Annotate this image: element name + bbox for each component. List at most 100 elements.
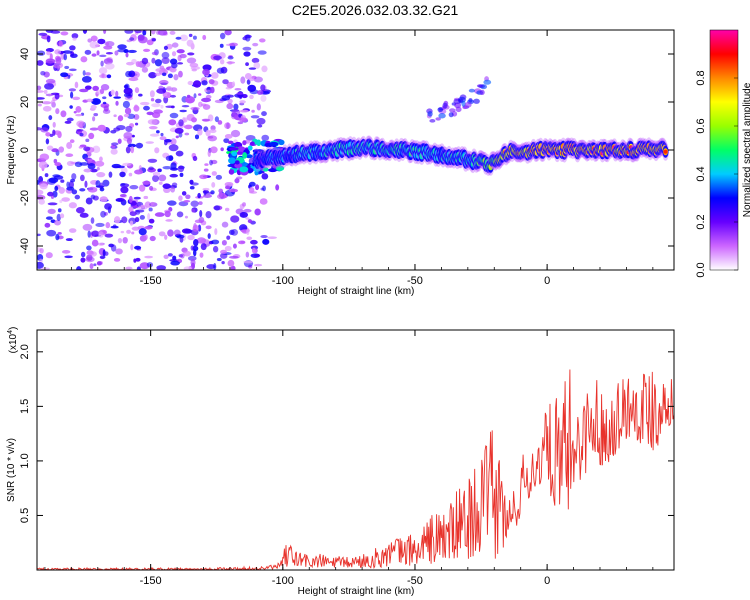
spectrogram-noise-blob bbox=[38, 161, 48, 169]
spectrogram-noise-blob bbox=[80, 251, 86, 258]
spectrogram-noise-blob bbox=[227, 98, 233, 104]
spectrogram-noise-blob bbox=[148, 218, 155, 224]
spectrogram-transition-blob bbox=[245, 154, 253, 159]
spectrogram-noise-blob bbox=[143, 105, 150, 111]
spectrogram-transition-blob bbox=[235, 151, 245, 155]
spectrogram-noise-blob bbox=[229, 42, 238, 47]
spectrogram-noise-blob bbox=[122, 162, 132, 167]
spectrogram-noise-blob bbox=[125, 266, 133, 270]
spectrogram-noise-blob bbox=[248, 181, 256, 187]
spectrogram-noise-blob bbox=[116, 165, 125, 169]
spectrogram-noise-blob bbox=[100, 60, 104, 67]
spectrogram-noise-blob bbox=[210, 72, 219, 79]
spectrogram-noise-blob bbox=[76, 120, 86, 128]
spectrogram-noise-blob bbox=[228, 255, 239, 259]
spectrogram-noise-blob bbox=[66, 117, 74, 122]
spectrogram-noise-blob bbox=[143, 48, 151, 52]
colorbar-tick-label: 0.4 bbox=[695, 166, 707, 181]
spectrogram-noise-blob bbox=[92, 145, 101, 154]
spectrogram-noise-blob bbox=[103, 45, 113, 50]
spectrogram-noise-blob bbox=[251, 57, 260, 63]
spectrogram-noise-blob bbox=[192, 35, 197, 40]
spectrogram-noise-blob bbox=[275, 184, 280, 191]
spectrogram-noise-blob bbox=[199, 174, 208, 180]
colorbar-label: Normalized spectral amplitude bbox=[742, 82, 750, 217]
spectrogram-noise-blob bbox=[51, 148, 59, 153]
spectrogram-noise-blob bbox=[163, 254, 169, 259]
spectrogram-branch-blob bbox=[429, 119, 436, 123]
spectrogram-noise-blob bbox=[69, 91, 74, 99]
spectrogram-noise-blob bbox=[190, 200, 199, 207]
spectrogram-noise-blob bbox=[207, 135, 218, 142]
spectrogram-noise-blob bbox=[90, 168, 98, 173]
spectrogram-noise-blob bbox=[49, 133, 54, 138]
snr-x-axis-label: Height of straight line (km) bbox=[298, 586, 415, 597]
spectrogram-noise-blob bbox=[196, 237, 206, 244]
spectrogram-noise-blob bbox=[184, 132, 190, 136]
snr-scale-exponent: 4 bbox=[7, 330, 14, 334]
colorbar-tick-label: 0.8 bbox=[695, 70, 707, 85]
spectrogram-noise-blob bbox=[79, 188, 86, 192]
spectrogram-noise-blob bbox=[221, 95, 231, 101]
spectrogram-noise-blob bbox=[137, 34, 145, 42]
spectrogram-noise-blob bbox=[129, 220, 134, 226]
spectrogram-noise-blob bbox=[102, 96, 107, 100]
spectrogram-noise-blob bbox=[192, 224, 200, 232]
spectrogram-noise-blob bbox=[81, 76, 92, 83]
spectrogram-noise-blob bbox=[220, 147, 224, 152]
spectrogram-noise-blob bbox=[126, 137, 133, 145]
spectrogram-noise-blob bbox=[120, 230, 125, 234]
spectrogram-noise-blob bbox=[97, 124, 107, 132]
spectrogram-noise-blob bbox=[156, 265, 167, 270]
spectrogram-noise-blob bbox=[197, 128, 203, 136]
spectrogram-noise-blob bbox=[83, 168, 92, 173]
spectrogram-noise-blob bbox=[219, 59, 225, 65]
spectrogram-noise-blob bbox=[201, 118, 211, 122]
spectrogram-noise-blob bbox=[184, 215, 188, 219]
spectrogram-noise-blob bbox=[167, 229, 174, 237]
colorbar-tick-label: 0.2 bbox=[695, 214, 707, 229]
spectrogram-noise-blob bbox=[74, 161, 83, 168]
spectrogram-noise-blob bbox=[64, 65, 70, 70]
spectrogram-noise-blob bbox=[87, 230, 91, 238]
spectrogram-noise-blob bbox=[105, 62, 115, 70]
spectrogram-noise-blob bbox=[233, 103, 239, 110]
spectrogram-noise-blob bbox=[130, 146, 135, 154]
spectrogram-noise-blob bbox=[168, 144, 179, 152]
spectrogram-noise-blob bbox=[97, 242, 105, 246]
spectrogram-noise-blob bbox=[239, 109, 249, 113]
spectrogram-noise-blob bbox=[240, 76, 246, 84]
spectrogram-transition-blob bbox=[249, 141, 255, 146]
spectrogram-noise-blob bbox=[245, 62, 249, 67]
spectrogram-noise-blob bbox=[186, 57, 197, 64]
spectrogram-noise-blob bbox=[254, 263, 263, 267]
spectrogram-noise-blob bbox=[122, 236, 128, 244]
spectrogram-noise-blob bbox=[187, 80, 194, 86]
spectrogram-noise-blob bbox=[175, 36, 182, 40]
spectrogram-y-ticks: -40 -20 0 20 40 bbox=[19, 48, 674, 254]
x-tick-label: 0 bbox=[544, 275, 550, 287]
spectrogram-branch-blob bbox=[483, 79, 492, 85]
spectrogram-noise-blob bbox=[168, 119, 177, 126]
spectrogram-noise-blob bbox=[147, 119, 158, 125]
spectrogram-noise-blob bbox=[52, 190, 58, 198]
spectrogram-noise-blob bbox=[148, 72, 157, 79]
spectrogram-noise-blob bbox=[95, 222, 105, 228]
spectrogram-noise-blob bbox=[125, 52, 129, 58]
colorbar-ticks: 0.0 0.2 0.4 0.6 0.8 bbox=[695, 70, 738, 278]
spectrogram-noise-blob bbox=[243, 208, 252, 213]
x-tick-label: -100 bbox=[272, 575, 294, 587]
spectrogram-noise-blob bbox=[142, 30, 147, 36]
snr-frame bbox=[36, 329, 675, 571]
spectrogram-noise-blob bbox=[115, 248, 123, 255]
spectrogram-noise-blob bbox=[50, 99, 56, 106]
spectrogram-noise-blob bbox=[124, 30, 134, 34]
spectrogram-noise-blob bbox=[100, 210, 106, 218]
spectrogram-branch-blob bbox=[438, 113, 446, 119]
spectrogram-noise-blob bbox=[156, 88, 167, 94]
spectrogram-noise-blob bbox=[256, 103, 261, 111]
spectrogram-noise-blob bbox=[258, 38, 266, 43]
spectrogram-noise-blob bbox=[134, 87, 140, 94]
spectrogram-noise-blob bbox=[45, 93, 54, 97]
spectrogram-noise-blob bbox=[151, 103, 161, 108]
